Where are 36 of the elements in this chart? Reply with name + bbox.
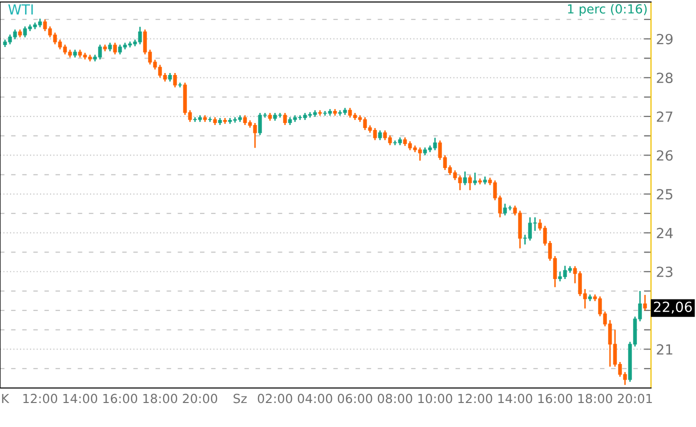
annotation: 22,06 [654,302,692,314]
x-tick-label: 14:00 [498,394,532,404]
x-tick-label: K [2,394,10,404]
candlestick [283,112,287,126]
candlestick [643,294,647,312]
y-tick-label: 23 [656,266,672,278]
x-tick-label: 20:01 [618,394,652,404]
x-tick-label: 02:00 [258,394,292,404]
x-tick-label: 16:00 [103,394,138,404]
y-tick-label: 21 [656,344,672,354]
candlestick [463,170,467,186]
candlestick [173,72,177,88]
candlestick [473,172,477,186]
candlestick [113,42,117,56]
y-tick-label: 29 [656,34,673,44]
candlestick [378,130,382,141]
annotation: 1 perc (0:16) [568,4,647,16]
chart-title: WTI [8,4,33,14]
y-tick-label: 26 [656,150,673,161]
x-tick-label: 18:00 [578,394,612,404]
candlestick [468,174,472,191]
x-tick-label: 16:00 [538,394,572,404]
x-tick-label: 04:00 [298,394,332,404]
x-tick-label: 20:00 [182,394,218,404]
x-tick-label: 12:00 [458,394,492,404]
x-tick-label: 18:00 [143,394,178,404]
y-tick-label: 25 [656,189,672,200]
x-tick-label: 06:00 [338,394,372,404]
x-tick-label: 08:00 [378,394,412,404]
x-tick-label: 10:00 [418,394,452,404]
x-tick-label: 12:00 [23,394,58,404]
x-tick-label: 14:00 [63,394,98,404]
y-tick-label: 28 [656,72,673,84]
x-tick-label: Sz [234,394,247,404]
y-tick-label: 24 [656,228,673,238]
y-tick-label: 27 [656,111,672,122]
